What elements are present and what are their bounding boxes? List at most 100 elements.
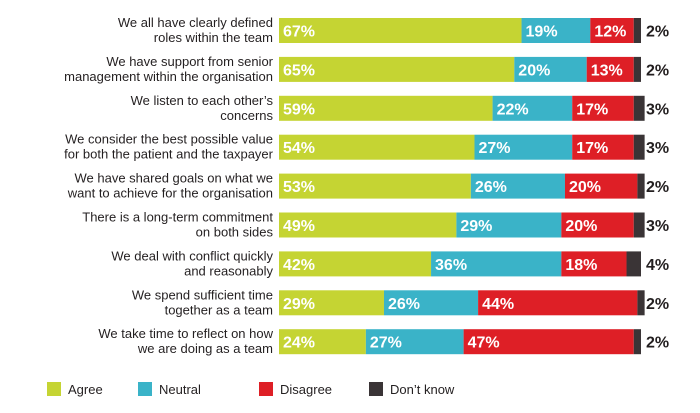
data-label-disagree: 13% [591,62,623,79]
category-label: We have shared goals on what we want to a… [67,171,273,201]
data-label-agree: 24% [283,335,315,352]
data-label-disagree: 20% [569,179,601,196]
legend-swatch-agree [47,382,61,396]
bar-segment-disagree [561,251,627,277]
data-label-agree: 59% [283,101,315,118]
data-label-neutral: 22% [497,101,529,118]
bar-row: We listen to each other’s concerns 59% 22% 1… [131,93,669,123]
bar-segment-neutral [521,18,591,43]
bar-segment-agree [279,56,515,82]
category-label: We consider the best possible value for b… [64,132,274,162]
data-label-don-t-know: 2% [646,296,669,313]
data-label-disagree: 20% [565,218,597,235]
bar-row: We take time to reflect on how we are doi… [98,326,669,356]
bar-segment-don-t-know [633,329,641,355]
bar-segment-disagree [564,173,638,199]
data-label-agree: 54% [283,140,315,157]
bar-segment-neutral [474,134,573,160]
bar-segment-agree [279,95,493,121]
bar-row: There is a long-term commitment on both s… [82,210,669,240]
data-label-agree: 29% [283,296,315,313]
data-label-neutral: 27% [478,140,510,157]
data-label-agree: 67% [283,24,315,41]
legend-item-disagree: Disagree [259,382,332,397]
bar-segment-don-t-know [633,56,641,82]
bar-segment-don-t-know [633,134,645,160]
bar-segment-don-t-know [633,212,645,238]
data-label-disagree: 44% [482,296,514,313]
bar-segment-disagree [590,18,634,43]
bar-segment-disagree [463,329,634,355]
chart-rows: We all have clearly defined roles within … [64,15,669,356]
data-label-don-t-know: 3% [646,218,669,235]
data-label-disagree: 12% [594,24,626,41]
data-label-neutral: 26% [388,296,420,313]
data-label-agree: 42% [283,257,315,274]
data-label-don-t-know: 2% [646,24,669,41]
data-label-agree: 49% [283,218,315,235]
bar-segment-neutral [431,251,562,277]
data-label-neutral: 36% [435,257,467,274]
category-label: We spend sufficient time together as a te… [132,287,273,317]
bar-segment-neutral [456,212,562,238]
bar-segment-don-t-know [633,18,641,43]
data-label-disagree: 47% [468,335,500,352]
bar-segment-agree [279,329,366,355]
bar-segment-agree [279,251,432,277]
bar-segment-disagree [572,95,634,121]
bar-row: We have support from senior management wi… [64,54,669,84]
bar-row: We all have clearly defined roles within … [118,15,669,45]
legend-label-agree: Agree [68,382,103,397]
bar-row: We consider the best possible value for b… [64,132,669,162]
data-label-don-t-know: 3% [646,140,669,157]
legend-swatch-neutral [138,382,152,396]
data-label-neutral: 27% [370,335,402,352]
category-label: We deal with conflict quickly and reasona… [111,248,273,278]
bar-segment-don-t-know [626,251,641,277]
data-label-don-t-know: 4% [646,257,669,274]
data-label-neutral: 19% [526,24,558,41]
category-label: We take time to reflect on how we are doi… [98,326,273,356]
data-label-agree: 53% [283,179,315,196]
legend-item-don-t-know: Don’t know [369,382,455,397]
bar-row: We deal with conflict quickly and reasona… [111,248,669,278]
legend-swatch-disagree [259,382,273,396]
bar-segment-neutral [514,56,587,82]
data-label-neutral: 29% [460,218,492,235]
data-label-don-t-know: 2% [646,179,669,196]
bar-segment-disagree [586,56,634,82]
data-label-neutral: 20% [518,62,550,79]
bar-segment-neutral [365,329,464,355]
chart-legend: Agree Neutral Disagree Don’t know [47,382,455,397]
bar-segment-neutral [383,290,479,316]
bar-segment-agree [279,18,522,43]
category-label: We have support from senior management wi… [64,54,274,84]
bar-segment-disagree [561,212,634,238]
bar-segment-disagree [572,134,634,160]
data-label-disagree: 17% [576,101,608,118]
bar-row: We have shared goals on what we want to a… [67,171,669,201]
category-label: We all have clearly defined roles within … [118,15,273,45]
legend-label-don-t-know: Don’t know [390,382,455,397]
legend-swatch-don-t-know [369,382,383,396]
data-label-disagree: 17% [576,140,608,157]
legend-label-neutral: Neutral [159,382,201,397]
legend-item-agree: Agree [47,382,103,397]
bar-segment-neutral [492,95,573,121]
bar-segment-agree [279,212,457,238]
data-label-don-t-know: 2% [646,62,669,79]
category-label: There is a long-term commitment on both s… [82,210,273,240]
data-label-don-t-know: 2% [646,335,669,352]
bar-segment-disagree [478,290,638,316]
data-label-disagree: 18% [565,257,597,274]
bar-segment-don-t-know [637,173,645,199]
bar-segment-agree [279,173,471,199]
bar-segment-don-t-know [637,290,645,316]
data-label-neutral: 26% [475,179,507,196]
bar-row: We spend sufficient time together as a te… [132,287,669,317]
bar-segment-neutral [470,173,565,199]
bar-segment-don-t-know [633,95,645,121]
bar-segment-agree [279,134,475,160]
data-label-agree: 65% [283,62,315,79]
